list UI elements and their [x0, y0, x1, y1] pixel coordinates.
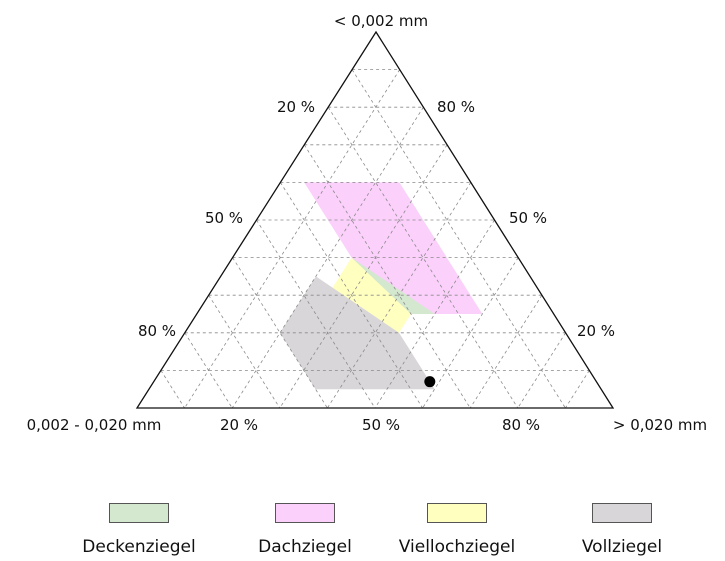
- region-vollziegel: [280, 276, 435, 390]
- tick-label-right-80: 80 %: [437, 98, 475, 116]
- sample-point-1: [424, 376, 436, 388]
- grid-line-sand-40: [327, 182, 472, 409]
- tick-label-left-80: 80 %: [138, 322, 176, 340]
- axis-label-right: > 0,020 mm: [613, 416, 707, 434]
- grid-line-sand-90: [565, 370, 590, 409]
- grid-line-sand-30: [279, 144, 448, 409]
- grid-line-sand-70: [469, 294, 543, 409]
- grid-line-sand-80: [517, 332, 566, 409]
- grid-layer: [160, 69, 590, 409]
- grid-line-sand-50: [374, 219, 495, 409]
- tick-label-left-20: 20 %: [277, 98, 315, 116]
- axis-label-top: < 0,002 mm: [334, 12, 428, 30]
- grid-line-silt-50: [256, 219, 376, 409]
- grid-line-silt-80: [184, 332, 233, 409]
- grid-line-sand-10: [184, 69, 401, 409]
- axis-label-left: 0,002 - 0,020 mm: [27, 416, 162, 434]
- tick-label-bottom-80: 80 %: [502, 416, 540, 434]
- grid-line-silt-20: [327, 106, 519, 409]
- grid-line-silt-70: [208, 294, 281, 409]
- tick-label-right-50: 50 %: [509, 209, 547, 227]
- tick-label-bottom-50: 50 %: [362, 416, 400, 434]
- grid-line-silt-40: [280, 182, 423, 409]
- grid-line-silt-10: [351, 69, 566, 409]
- region-layer: [280, 182, 483, 390]
- point-layer: [424, 376, 436, 388]
- triangle-outline: [135, 30, 615, 409]
- tick-label-left-50: 50 %: [205, 209, 243, 227]
- tick-label-right-20: 20 %: [577, 322, 615, 340]
- grid-line-silt-90: [160, 370, 185, 409]
- tick-label-bottom-20: 20 %: [220, 416, 258, 434]
- grid-line-silt-30: [303, 144, 471, 409]
